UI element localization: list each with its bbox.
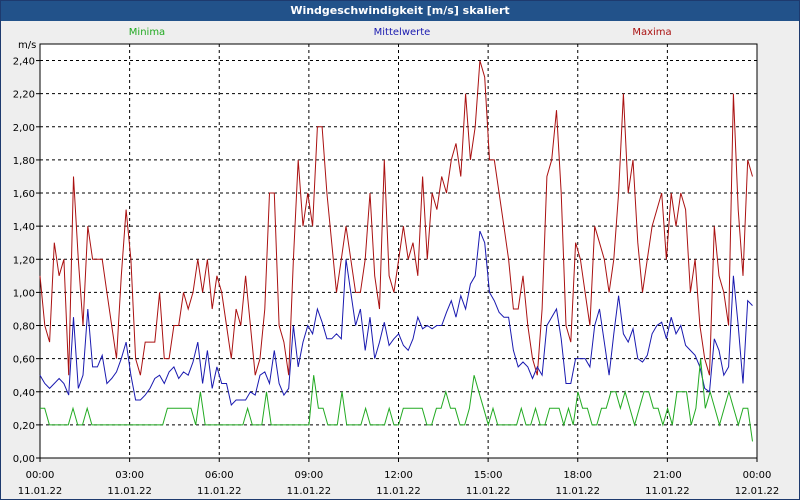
legend-maxima: Maxima [632,27,671,38]
x-tick-time: 18:00 [563,470,592,481]
x-tick-date: 11.01.22 [18,486,63,497]
x-tick-time: 00:00 [743,470,772,481]
y-tick-label: 1,00 [13,288,35,299]
y-tick-label: 1,20 [13,255,35,266]
y-axis-label: m/s [18,40,36,51]
y-tick-label: 0,00 [13,454,35,465]
x-tick-date: 11.01.22 [555,486,600,497]
x-tick-date: 11.01.22 [107,486,152,497]
x-tick-time: 21:00 [653,470,682,481]
y-tick-label: 2,00 [13,123,35,134]
y-tick-label: 0,60 [13,355,35,366]
x-tick-date: 11.01.22 [376,486,421,497]
x-tick-time: 12:00 [384,470,413,481]
chart-title: Windgeschwindigkeit [m/s] skaliert [1,1,799,21]
x-tick-time: 06:00 [205,470,234,481]
x-tick-date: 11.01.22 [466,486,511,497]
x-tick-date: 11.01.22 [645,486,690,497]
x-tick-time: 00:00 [26,470,55,481]
y-tick-label: 1,40 [13,222,35,233]
x-tick-date: 12.01.22 [735,486,780,497]
y-tick-label: 0,40 [13,388,35,399]
legend-mittelwerte: Mittelwerte [374,27,431,38]
x-tick-time: 03:00 [115,470,144,481]
axis-ticks: 0,00 0,20 0,40 0,60 0,80 1,00 1,20 1,40 1,60 1,80… [13,57,780,497]
x-tick-time: 15:00 [474,470,503,481]
y-tick-label: 1,60 [13,189,35,200]
y-tick-label: 0,80 [13,322,35,333]
y-tick-label: 2,40 [13,57,35,68]
series-line-mittelwerte [39,230,753,407]
series-line-maxima [39,60,753,376]
y-tick-label: 0,20 [13,421,35,432]
legend-minima: Minima [129,27,165,38]
x-tick-time: 09:00 [294,470,323,481]
series-line-minima [40,358,753,442]
series-lines [39,60,753,442]
y-tick-label: 2,20 [13,90,35,101]
x-tick-date: 11.01.22 [287,486,332,497]
x-tick-date: 11.01.22 [197,486,242,497]
y-tick-label: 1,80 [13,156,35,167]
